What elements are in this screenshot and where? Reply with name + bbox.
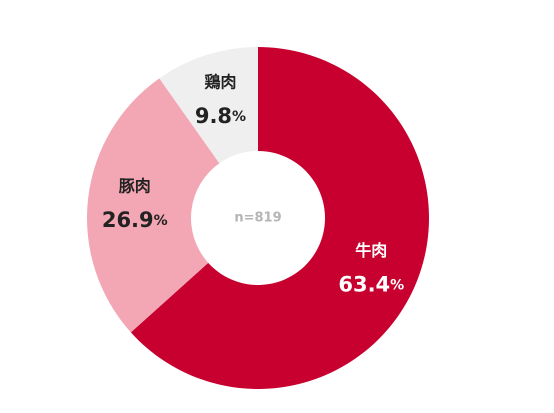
wedge (159, 47, 258, 164)
value-unit: % (154, 213, 168, 229)
wedge (86, 78, 220, 333)
slice-value: 26.9% (102, 208, 168, 232)
value-number: 63.4 (338, 272, 390, 296)
slice-value: 9.8% (195, 104, 246, 128)
slice-name: 鶏肉 (204, 72, 236, 91)
value-number: 26.9 (102, 208, 154, 232)
slice-value: 63.4% (338, 272, 404, 296)
center-label: n=819 (234, 211, 281, 226)
slice-name: 豚肉 (119, 177, 151, 196)
slice-name: 牛肉 (355, 241, 387, 260)
wedge (130, 47, 429, 389)
value-unit: % (232, 109, 246, 125)
value-number: 9.8 (195, 104, 232, 128)
value-unit: % (390, 277, 404, 293)
